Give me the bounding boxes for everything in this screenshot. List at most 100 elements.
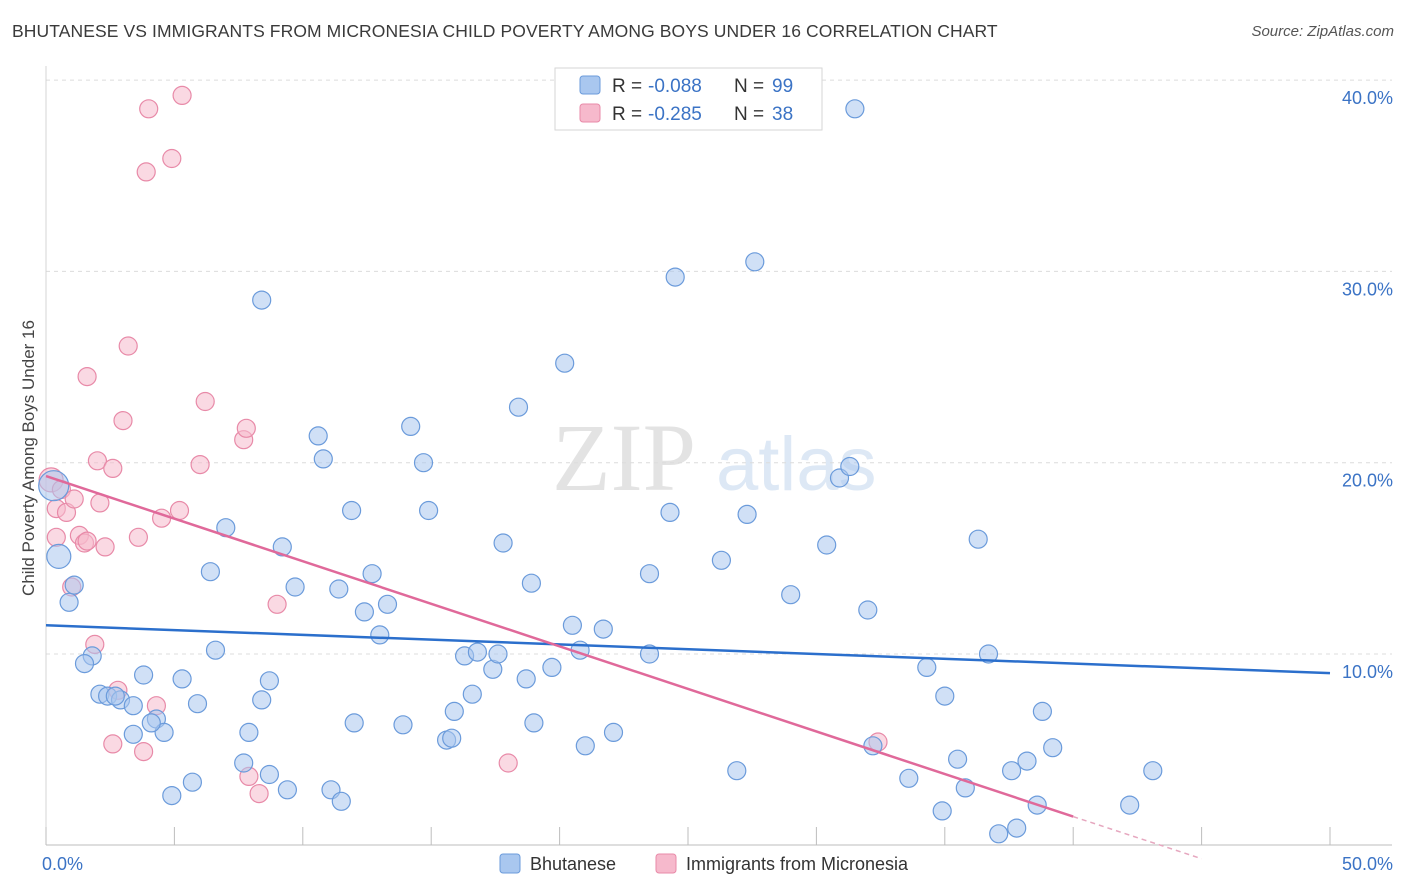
micronesia-point [267, 594, 287, 614]
bhutanese-point [711, 550, 732, 570]
micronesia-point [64, 489, 84, 509]
bhutanese-point [46, 543, 72, 570]
legend-r-value-1: -0.088 [648, 76, 702, 97]
legend-r-value-2: -0.285 [648, 104, 702, 125]
bhutanese-point [331, 791, 351, 811]
y-tick-label: 10.0% [1342, 662, 1393, 682]
bhutanese-point [542, 657, 562, 678]
bhutanese-point [935, 686, 955, 706]
bhutanese-point [401, 416, 421, 436]
bhutanese-trend-line [45, 624, 1331, 675]
bhutanese-point [1001, 761, 1022, 781]
bhutanese-point [74, 653, 95, 674]
micronesia-point [118, 336, 138, 356]
bhutanese-point [59, 592, 79, 612]
micronesia-point [498, 753, 518, 773]
bhutanese-point [467, 642, 487, 662]
bhutanese-point [252, 290, 272, 310]
watermark-zip: ZIP [552, 404, 696, 511]
bhutanese-point [1032, 701, 1053, 722]
micronesia-point [77, 531, 97, 551]
bhutanese-point [354, 602, 374, 622]
bhutanese-point [858, 600, 878, 620]
bhutanese-point [1143, 761, 1163, 781]
bhutanese-point [272, 537, 292, 557]
bhutanese-point [342, 500, 362, 521]
bhutanese-point [462, 684, 482, 704]
bhutanese-point [840, 456, 860, 477]
bhutanese-point [575, 736, 595, 756]
micronesia-point [136, 162, 156, 182]
bhutanese-point [419, 500, 439, 521]
bhutanese-point [1007, 818, 1027, 838]
legend-swatch-micronesia [579, 103, 601, 123]
watermark: ZIP atlas [552, 404, 877, 511]
bhutanese-point [442, 728, 462, 748]
micronesia-point [128, 527, 148, 547]
micronesia-point [87, 451, 108, 471]
micronesia-point [113, 411, 133, 431]
bhutanese-point [182, 772, 202, 792]
micronesia-trend-line [45, 474, 1074, 818]
legend-n-value-2: 38 [772, 104, 793, 125]
bhutanese-point [234, 753, 254, 773]
bhutanese-point [172, 669, 192, 689]
bhutanese-point [123, 696, 143, 716]
y-tick-labels: 10.0% 20.0% 30.0% 40.0% [1342, 88, 1393, 682]
micronesia-point [236, 418, 256, 438]
bhutanese-point [105, 686, 125, 706]
bhutanese-point [493, 533, 513, 553]
bhutanese-point [521, 573, 542, 593]
micronesia-point [103, 734, 123, 754]
bhutanese-point [639, 564, 660, 584]
micronesia-point [195, 391, 215, 412]
x-tick-labels: 0.0% 50.0% [42, 854, 1393, 874]
bhutanese-point [639, 644, 660, 664]
micronesia-point [77, 367, 97, 387]
bhutanese-point [277, 780, 297, 800]
legend-bottom: Bhutanese Immigrants from Micronesia [499, 853, 909, 874]
bhutanese-point [205, 640, 226, 660]
bhutanese-point [727, 761, 747, 781]
bhutanese-point [377, 594, 398, 614]
bhutanese-point [134, 665, 154, 685]
bhutanese-point [603, 722, 624, 743]
bhutanese-point [562, 615, 583, 635]
y-tick-label: 30.0% [1342, 279, 1393, 299]
bhutanese-point [745, 252, 765, 272]
micronesia-point [169, 500, 190, 521]
micronesia-point [190, 455, 210, 475]
legend-n-value-1: 99 [772, 76, 793, 97]
bhutanese-point [200, 562, 220, 582]
bhutanese-point [665, 267, 685, 287]
bhutanese-point [555, 353, 575, 373]
micronesia-point [103, 458, 123, 478]
micronesia-point [95, 537, 115, 557]
bhutanese-point [781, 585, 801, 605]
bhutanese-point [154, 722, 174, 743]
bhutanese-point [313, 449, 333, 469]
micronesia-point [46, 527, 66, 547]
bhutanese-point [989, 824, 1009, 844]
y-tick-label: 40.0% [1342, 88, 1393, 108]
bhutanese-point [488, 644, 508, 664]
bhutanese-point [917, 657, 937, 678]
source-credit: Source: ZipAtlas.com [1251, 23, 1394, 40]
bhutanese-point [524, 713, 544, 733]
micronesia-point [172, 85, 192, 106]
legend-swatch-bhutanese [579, 75, 601, 95]
bhutanese-point [64, 575, 84, 595]
bhutanese-point [162, 785, 182, 806]
legend-n-label-2: N = [734, 104, 764, 125]
bhutanese-point [932, 801, 952, 821]
bhutanese-point [239, 722, 259, 743]
bhutanese-point [187, 694, 208, 714]
bhutanese-point [863, 736, 883, 756]
y-axis-label: Child Poverty Among Boys Under 16 [19, 320, 38, 596]
trend-lines [45, 474, 1331, 860]
bhutanese-point [444, 701, 464, 722]
bhutanese-point [252, 690, 272, 710]
bhutanese-point [329, 579, 349, 599]
bhutanese-point [259, 764, 279, 785]
